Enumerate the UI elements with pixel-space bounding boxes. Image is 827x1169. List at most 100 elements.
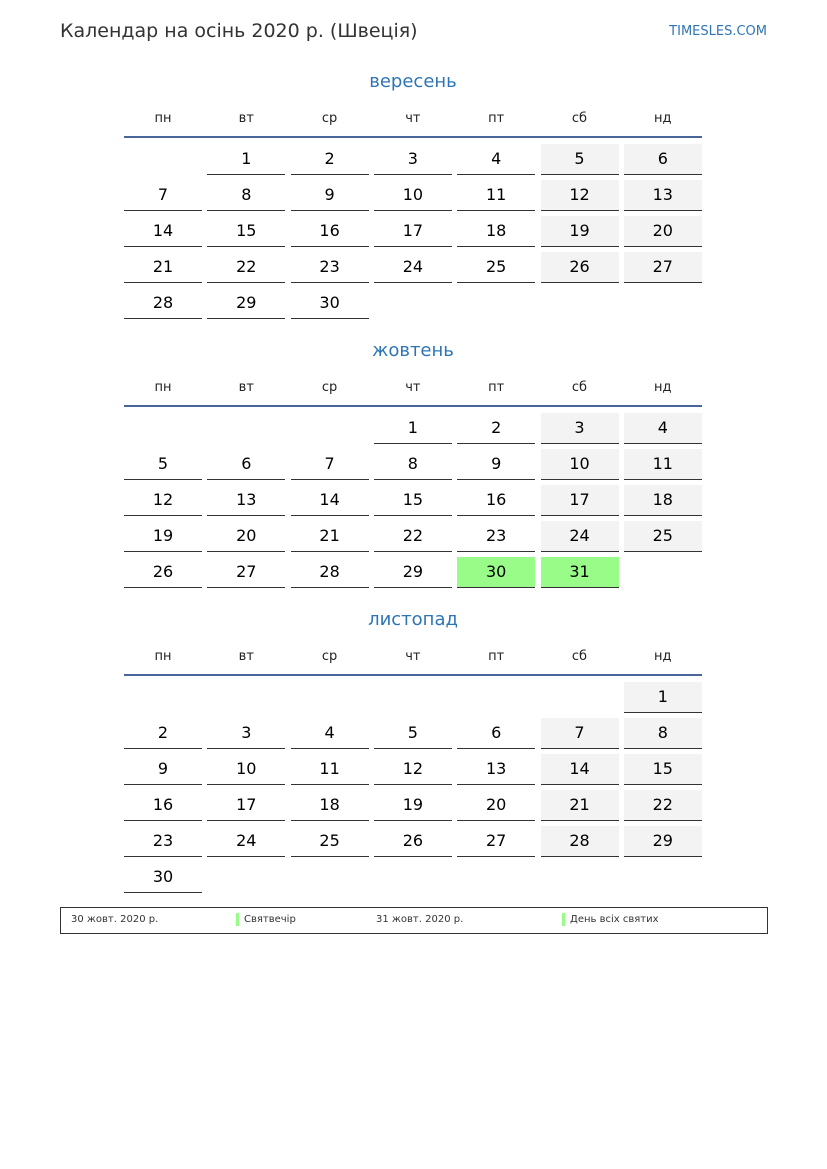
day-cell: 16	[457, 485, 536, 516]
day-cell: 18	[290, 790, 369, 821]
day-cell: 22	[207, 252, 286, 283]
month-1: вересень пн вт ср чт пт сб нд 1 2 3 4 5 6 7 8 9 10 11 12 13 1…	[124, 65, 702, 334]
day-cell: 31	[540, 557, 619, 588]
day-cell: 24	[207, 826, 286, 857]
day-cell: 6	[457, 718, 536, 749]
day-cell: 17	[207, 790, 286, 821]
day-cell: 20	[457, 790, 536, 821]
holiday-color-marker	[562, 913, 565, 926]
day-cell: 4	[457, 144, 536, 175]
day-cell: 19	[124, 521, 202, 552]
day-cell: 22	[623, 790, 702, 821]
day-cell: 2	[457, 413, 536, 444]
day-cell: 9	[124, 754, 202, 785]
weekday-header: вт	[238, 380, 254, 395]
month-name: жовтень	[372, 340, 454, 361]
day-cell: 1	[623, 682, 702, 713]
day-cell: 2	[124, 718, 202, 749]
day-cell: 3	[540, 413, 619, 444]
weekday-header: ср	[321, 649, 338, 664]
day-cell: 1	[207, 144, 286, 175]
day-cell: 26	[124, 557, 202, 588]
day-cell: 28	[124, 288, 202, 319]
day-cell: 4	[623, 413, 702, 444]
day-cell: 20	[207, 521, 286, 552]
day-cell: 9	[457, 449, 536, 480]
day-cell: 15	[373, 485, 452, 516]
day-cell: 8	[373, 449, 452, 480]
day-cell: 7	[290, 449, 369, 480]
day-cell: 10	[207, 754, 286, 785]
weekday-header: пн	[154, 111, 172, 126]
day-cell: 9	[290, 180, 369, 211]
brand-link[interactable]: TIMESLES.COM	[669, 24, 767, 39]
legend-holiday-name: Святвечір	[244, 914, 296, 925]
day-cell: 3	[207, 718, 286, 749]
day-cell: 22	[373, 521, 452, 552]
day-cell: 12	[540, 180, 619, 211]
day-cell: 18	[623, 485, 702, 516]
day-cell: 11	[457, 180, 536, 211]
day-cell: 26	[540, 252, 619, 283]
day-cell: 5	[540, 144, 619, 175]
weekday-header: вт	[238, 111, 254, 126]
day-cell: 6	[207, 449, 286, 480]
day-cell: 21	[124, 252, 202, 283]
legend-date: 31 жовт. 2020 р.	[376, 914, 464, 925]
weekday-header: ср	[321, 111, 338, 126]
day-cell: 19	[373, 790, 452, 821]
day-cell: 24	[540, 521, 619, 552]
header-divider	[124, 136, 702, 138]
day-cell: 16	[290, 216, 369, 247]
day-cell: 28	[540, 826, 619, 857]
day-cell: 20	[623, 216, 702, 247]
month-name: вересень	[369, 71, 457, 92]
day-cell: 8	[623, 718, 702, 749]
day-cell: 14	[290, 485, 369, 516]
legend-date: 30 жовт. 2020 р.	[71, 914, 159, 925]
day-cell: 29	[207, 288, 286, 319]
day-cell: 15	[207, 216, 286, 247]
day-cell: 12	[124, 485, 202, 516]
day-cell: 27	[207, 557, 286, 588]
day-cell: 15	[623, 754, 702, 785]
day-cell: 21	[540, 790, 619, 821]
day-cell: 21	[290, 521, 369, 552]
weekday-header: чт	[405, 649, 421, 664]
weekday-header: пн	[154, 649, 172, 664]
day-cell: 12	[373, 754, 452, 785]
month-2: жовтень пн вт ср чт пт сб нд 1 2 3 4 5 6 7 8 9 10 11 12 13 14…	[124, 334, 702, 603]
day-cell: 26	[373, 826, 452, 857]
day-cell: 5	[124, 449, 202, 480]
day-cell: 3	[373, 144, 452, 175]
weekday-header: пт	[488, 111, 505, 126]
day-cell: 13	[207, 485, 286, 516]
day-cell: 8	[207, 180, 286, 211]
day-cell: 23	[457, 521, 536, 552]
month-3: листопад пн вт ср чт пт сб нд 1 2 3 4 5 6 7 8 9 10 11 12 13 1…	[124, 603, 702, 893]
day-cell: 11	[623, 449, 702, 480]
day-cell: 27	[457, 826, 536, 857]
header-divider	[124, 674, 702, 676]
day-cell: 23	[290, 252, 369, 283]
weekday-header: вт	[238, 649, 254, 664]
weekday-header: сб	[571, 380, 588, 395]
day-cell: 25	[290, 826, 369, 857]
day-cell: 14	[124, 216, 202, 247]
day-cell: 13	[623, 180, 702, 211]
day-cell: 2	[290, 144, 369, 175]
day-cell: 16	[124, 790, 202, 821]
day-cell: 19	[540, 216, 619, 247]
header-divider	[124, 405, 702, 407]
day-cell: 7	[540, 718, 619, 749]
day-cell: 23	[124, 826, 202, 857]
day-cell: 13	[457, 754, 536, 785]
day-cell: 28	[290, 557, 369, 588]
weekday-header: нд	[654, 111, 672, 126]
day-cell: 11	[290, 754, 369, 785]
weekday-header: пт	[488, 380, 505, 395]
weekday-header: ср	[321, 380, 338, 395]
day-cell: 25	[623, 521, 702, 552]
day-cell: 1	[373, 413, 452, 444]
day-cell: 25	[457, 252, 536, 283]
